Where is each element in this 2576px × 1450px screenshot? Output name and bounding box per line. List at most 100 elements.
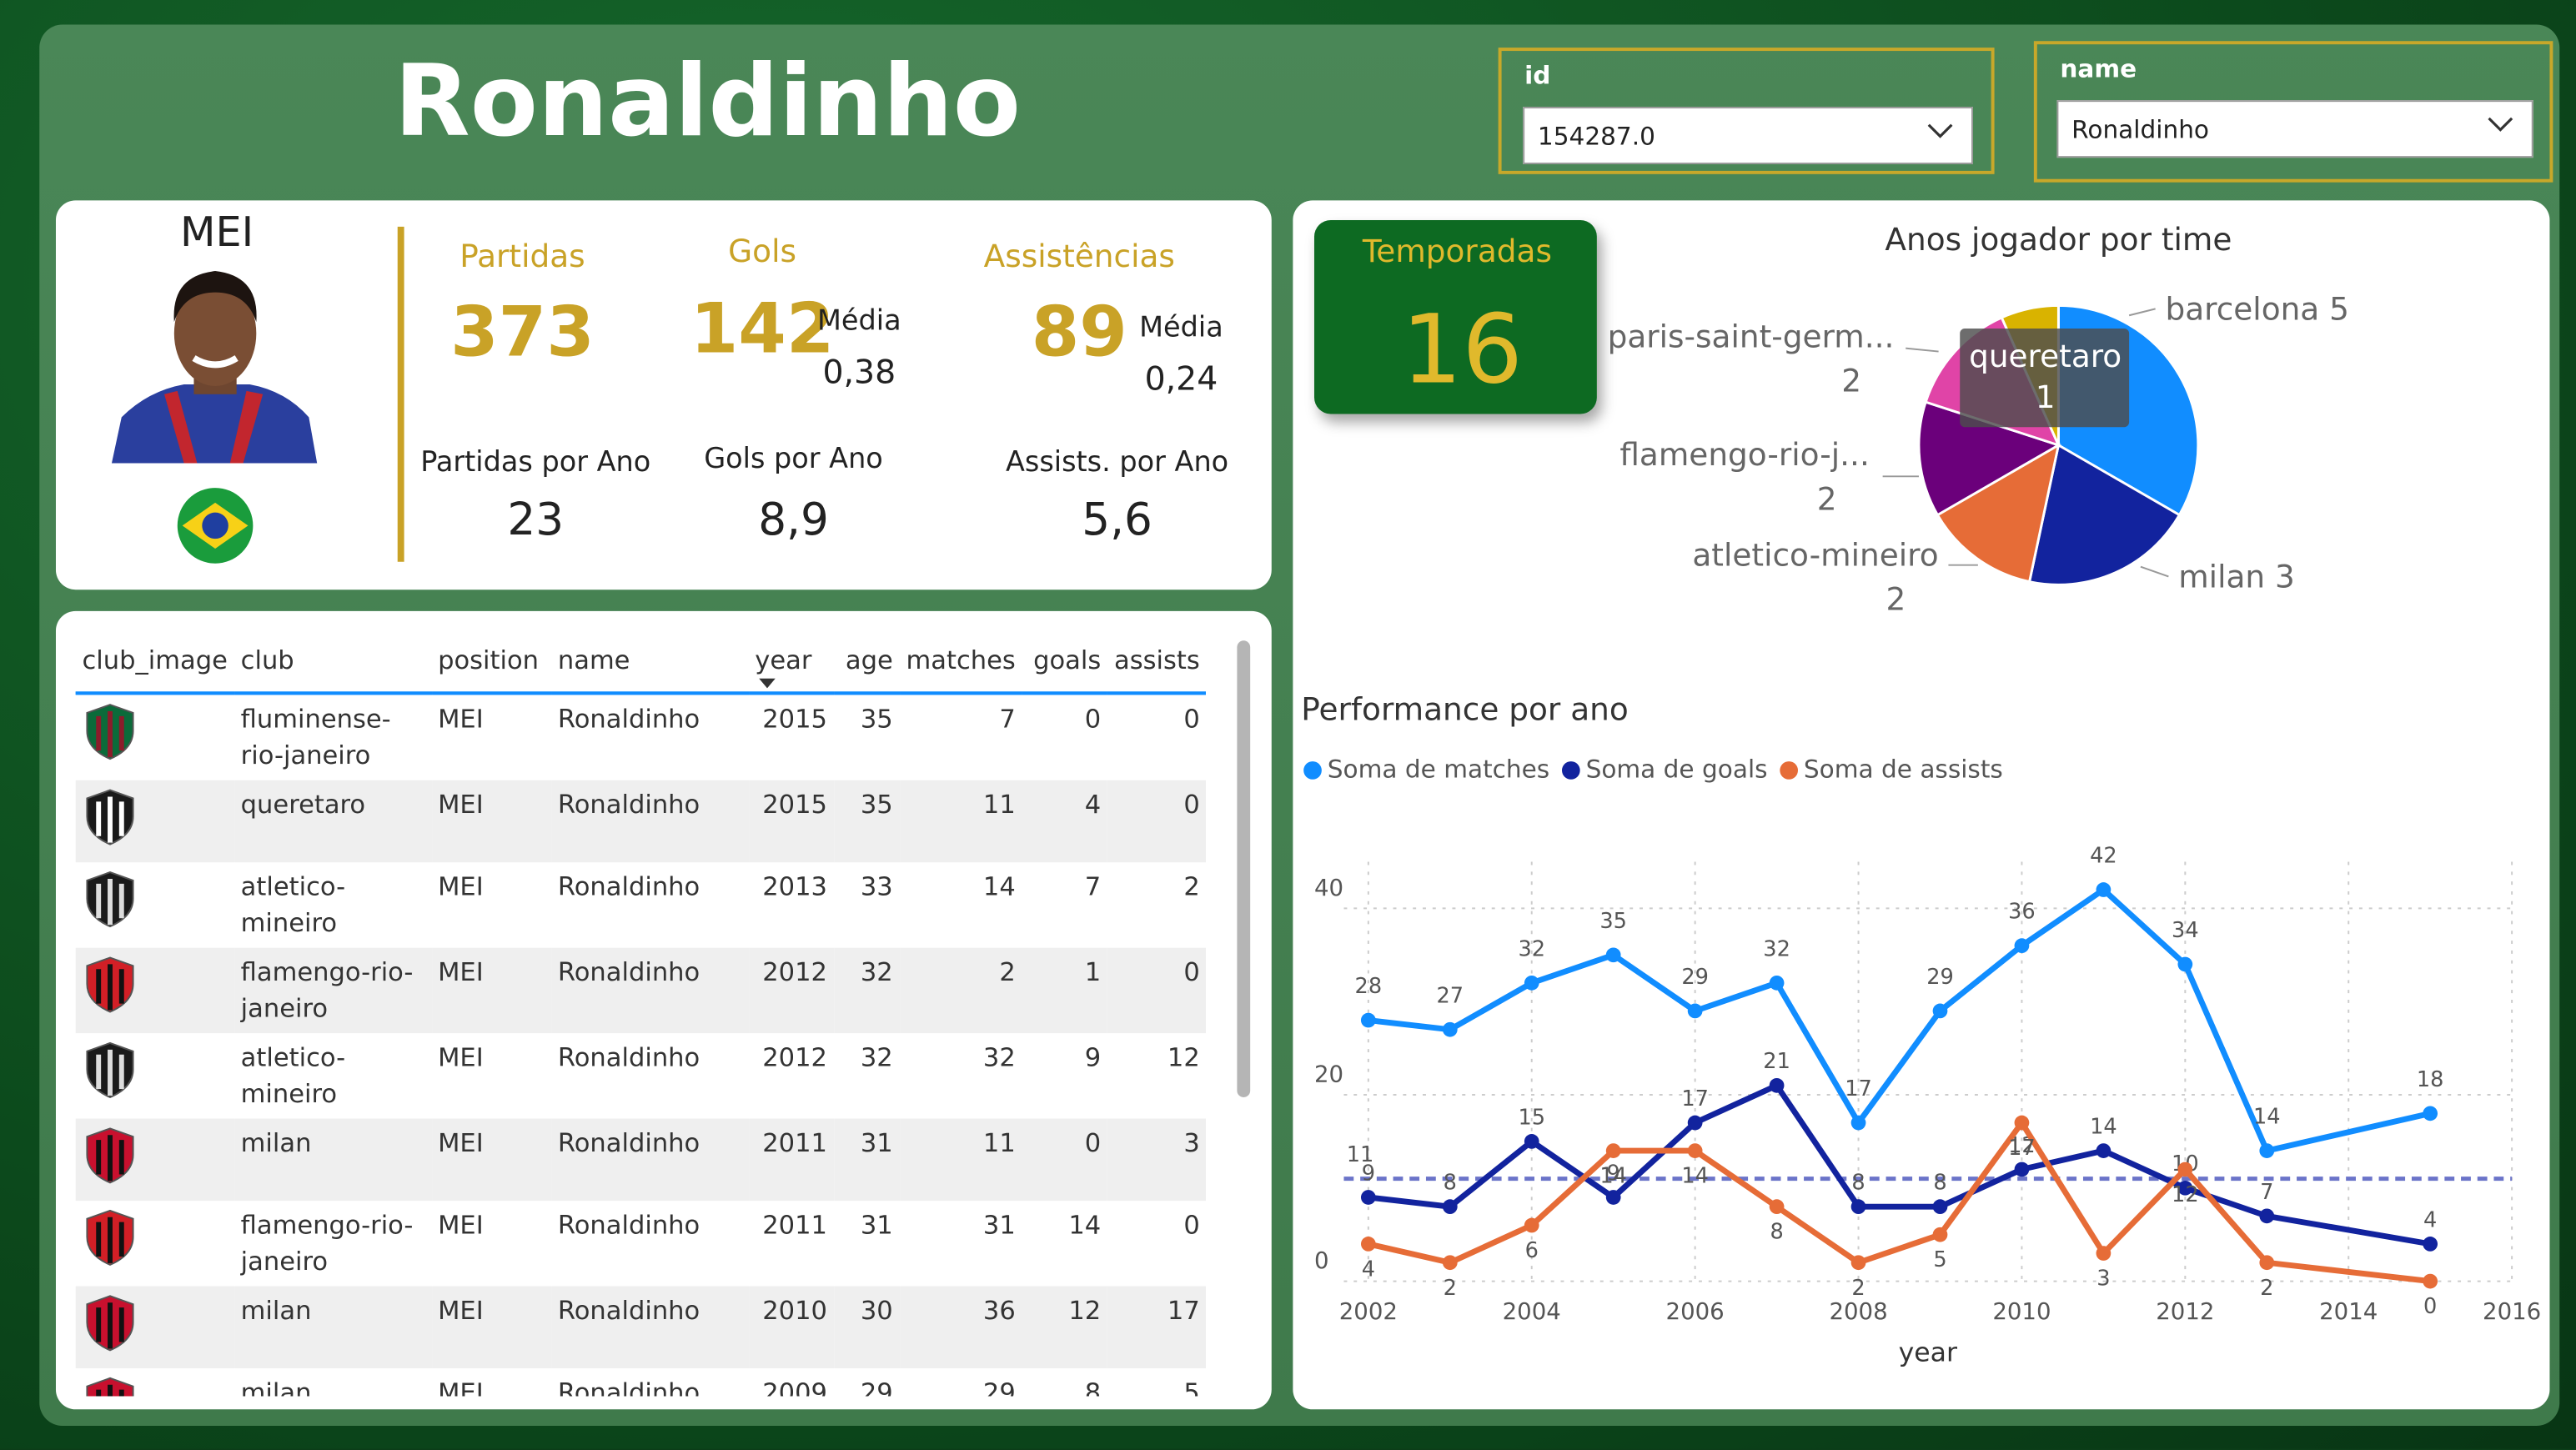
- data-label: 29: [1926, 965, 1954, 990]
- stat-value: 142: [690, 288, 835, 369]
- table-cell: Ronaldinho: [557, 1210, 700, 1241]
- table-cell: 2009: [762, 1377, 827, 1397]
- flag: [177, 488, 254, 564]
- x-tick-label: 2004: [1503, 1297, 1561, 1325]
- table-cell: flamengo-rio-janeiro: [240, 1210, 414, 1277]
- table-cell: MEI: [438, 705, 484, 735]
- table-cell: Ronaldinho: [550, 947, 749, 1034]
- table-row: flamengo-rio-janeiro MEI Ronaldinho 2012 32 2…: [75, 947, 1207, 1034]
- name-slicer: name Ronaldinho: [2033, 41, 2553, 183]
- table-row: milan MEI Ronaldinho 2011 31 11 0 3: [75, 1118, 1207, 1202]
- series-marker: [2096, 1246, 2112, 1261]
- club-crest: [86, 1041, 134, 1099]
- club-image-cell: [76, 1201, 234, 1286]
- stat-label: Gols: [728, 233, 796, 269]
- table-cell: 32: [833, 947, 900, 1034]
- series-marker: [1442, 1199, 1458, 1215]
- club-image-cell: [76, 1033, 234, 1118]
- table-cell: 29: [982, 1377, 1016, 1397]
- data-label: 4: [2423, 1207, 2437, 1232]
- club-image-cell: [75, 780, 234, 863]
- data-label: 15: [1518, 1105, 1545, 1130]
- table-cell: MEI: [431, 947, 551, 1034]
- column-header: name: [550, 632, 749, 695]
- per-year-value: 8,9: [758, 494, 829, 545]
- pie-slice: [1936, 442, 2061, 584]
- table-cell: MEI: [431, 1286, 551, 1369]
- series-marker: [2014, 1162, 2030, 1177]
- table-cell: Ronaldinho: [550, 1118, 749, 1202]
- data-label: 12: [2172, 1182, 2199, 1207]
- table-cell: 2010: [748, 1286, 834, 1369]
- table-cell: 33: [860, 872, 893, 902]
- data-label: 17: [1845, 1076, 1872, 1101]
- table-cell: MEI: [438, 872, 484, 902]
- sort-arrow[interactable]: [758, 678, 775, 689]
- column-header: year: [748, 632, 834, 695]
- per-year-label: Gols por Ano: [704, 442, 883, 474]
- table-cell: atletico-mineiro: [240, 1042, 346, 1109]
- data-label: 6: [1525, 1238, 1539, 1263]
- table-cell: 12: [1167, 1042, 1200, 1073]
- chevron: [2488, 117, 2513, 132]
- table-cell: 2011: [748, 1118, 834, 1202]
- table-viewport: club_image club position name year age matches…: [75, 632, 1209, 1397]
- table-cell: 35: [860, 705, 893, 735]
- legend-label: Soma de assists: [1804, 755, 2003, 783]
- series-marker: [2096, 882, 2112, 897]
- avg-value: 0,38: [822, 354, 896, 392]
- series-marker: [2259, 1143, 2275, 1158]
- series-marker: [1442, 1021, 1458, 1037]
- seasons-value: 16: [1402, 294, 1523, 405]
- table-cell: Ronaldinho: [557, 1377, 700, 1397]
- data-label: 5: [1933, 1247, 1946, 1272]
- y-tick-label: 20: [1314, 1060, 1343, 1087]
- stat-label: Partidas: [459, 238, 585, 274]
- series-marker: [1932, 1227, 1948, 1242]
- table-cell: 14: [1068, 1210, 1102, 1241]
- table-cell: 12: [1022, 1286, 1108, 1369]
- data-label: 9: [1362, 1161, 1375, 1186]
- club-crest: [86, 1295, 134, 1352]
- scrollbar[interactable]: [1237, 640, 1251, 1097]
- table-cell: 2012: [748, 947, 834, 1034]
- series-marker: [1605, 1190, 1621, 1205]
- series-marker: [2177, 956, 2193, 972]
- series-marker: [2259, 1208, 2275, 1224]
- table-row: fluminense-rio-janeiro MEI Ronaldinho 2015 3…: [76, 693, 1207, 780]
- series-marker: [2423, 1106, 2438, 1121]
- x-tick-label: 2014: [2319, 1297, 2378, 1325]
- data-label: 27: [1436, 983, 1464, 1008]
- series-marker: [1932, 1003, 1948, 1019]
- table-cell: Ronaldinho: [557, 872, 700, 902]
- table-cell: 29: [860, 1377, 893, 1397]
- table-cell: atletico-mineiro: [240, 872, 346, 938]
- slicer-dropdown[interactable]: Ronaldinho: [2056, 100, 2533, 158]
- slicer-label: id: [1524, 60, 1551, 91]
- series-marker: [1687, 1143, 1703, 1158]
- legend-label: Soma de matches: [1328, 755, 1549, 783]
- pie-label: milan 3: [2178, 558, 2295, 595]
- pie-label: atletico-mineiro: [1692, 536, 1938, 573]
- series-marker: [1769, 975, 1785, 991]
- table-cell: Ronaldinho: [550, 780, 749, 863]
- table-cell: 11: [899, 1118, 1022, 1202]
- data-label: 35: [1599, 909, 1627, 934]
- seasons-label: Temporadas: [1362, 233, 1552, 269]
- data-label: 36: [2008, 900, 2036, 925]
- slicer-dropdown[interactable]: 154287.0: [1523, 107, 1973, 164]
- slicer-value: 154287.0: [1537, 121, 1655, 152]
- series-marker: [1769, 1199, 1785, 1215]
- player-photo: [111, 271, 318, 464]
- legend-label: Soma de goals: [1586, 755, 1768, 783]
- pie-label: barcelona 5: [2165, 290, 2349, 327]
- data-label: 21: [1763, 1049, 1790, 1074]
- reference-label: 11: [1347, 1142, 1374, 1167]
- column-header: age: [833, 632, 900, 695]
- avg-label: Média: [817, 304, 901, 337]
- series-marker: [1524, 1217, 1539, 1233]
- stat-value: 373: [450, 291, 595, 372]
- table-cell: milan: [240, 1377, 312, 1397]
- table-cell: 0: [1022, 1118, 1108, 1202]
- table-cell: 9: [1084, 1042, 1102, 1073]
